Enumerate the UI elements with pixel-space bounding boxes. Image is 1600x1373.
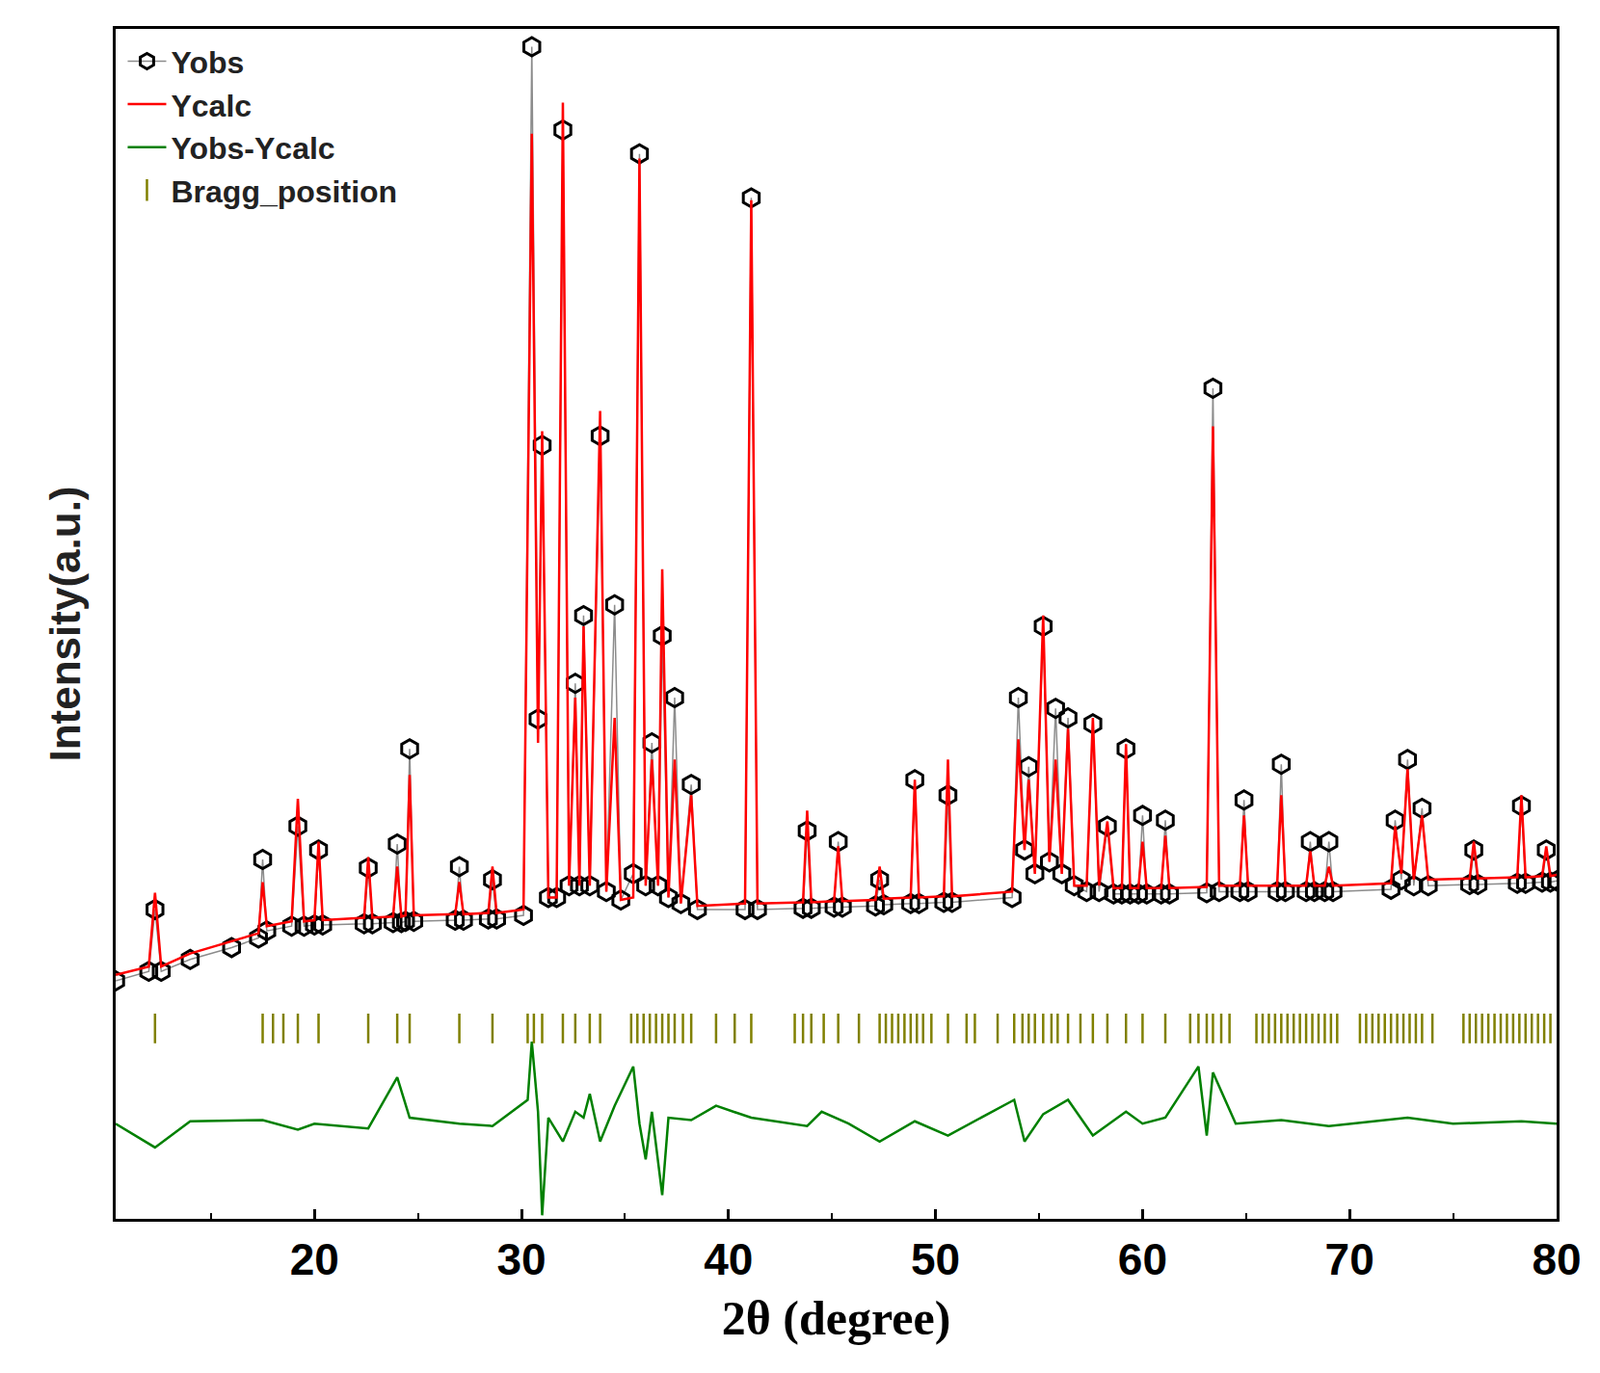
svg-text:50: 50 (910, 1234, 960, 1285)
svg-text:30: 30 (496, 1234, 546, 1285)
svg-text:60: 60 (1118, 1234, 1168, 1285)
svg-text:2θ (degree): 2θ (degree) (721, 1291, 952, 1346)
svg-text:80: 80 (1531, 1234, 1581, 1285)
svg-text:70: 70 (1325, 1234, 1375, 1285)
svg-text:40: 40 (703, 1234, 753, 1285)
svg-text:Ycalc: Ycalc (170, 88, 252, 124)
svg-text:Bragg_position: Bragg_position (170, 174, 398, 210)
svg-text:Intensity(a.u.): Intensity(a.u.) (41, 485, 89, 762)
svg-text:Yobs-Ycalc: Yobs-Ycalc (170, 131, 335, 166)
svg-text:20: 20 (290, 1234, 340, 1285)
svg-text:Yobs: Yobs (170, 45, 244, 80)
